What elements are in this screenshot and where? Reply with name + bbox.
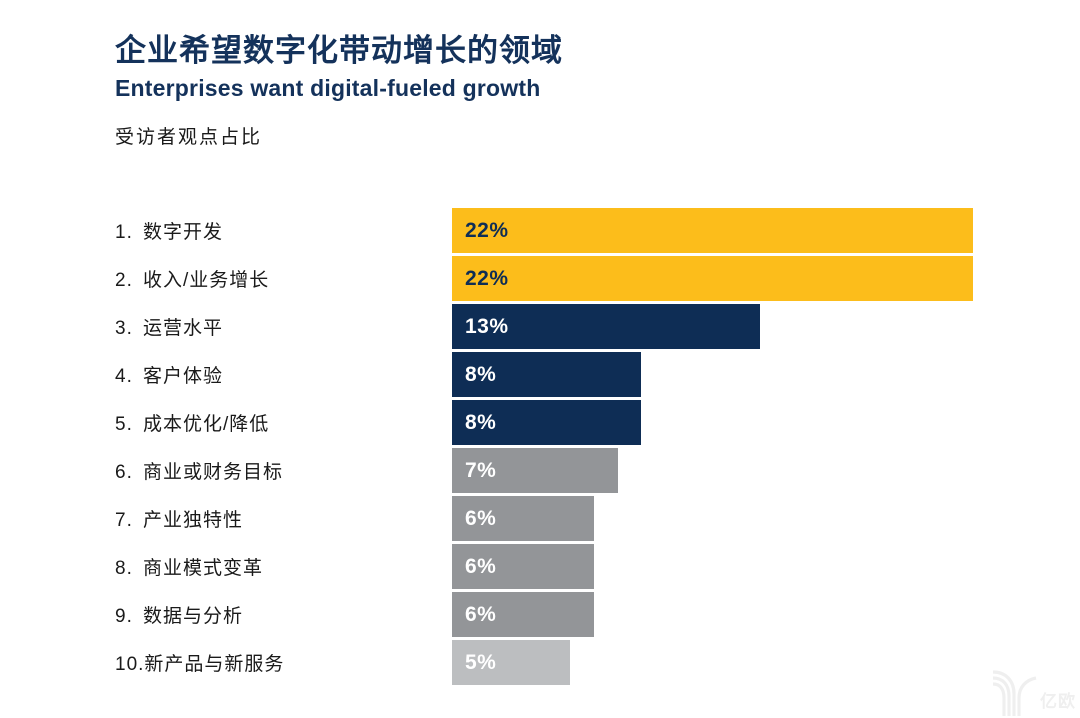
bar-track: 7% [452,448,975,493]
bar-value-label: 6% [465,506,497,530]
category-text: 商业模式变革 [143,558,264,579]
rank-number: 10. [115,654,145,675]
bar-value-label: 5% [465,650,497,674]
category-label: 5. 成本优化/降低 [115,409,452,436]
bar-track: 8% [452,400,975,445]
bar-track: 6% [452,544,975,589]
category-label: 8. 商业模式变革 [115,553,452,580]
chart-row: 4. 客户体验 8% [115,352,975,397]
chart-row: 7. 产业独特性 6% [115,496,975,541]
bar-value-label: 8% [465,362,497,386]
chart-row: 3. 运营水平 13% [115,304,975,349]
bar: 8% [452,352,641,397]
yiou-logo-icon [992,670,1037,716]
bar-track: 22% [452,208,975,253]
bar: 5% [452,640,570,685]
category-label: 1. 数字开发 [115,217,452,244]
bar-track: 13% [452,304,975,349]
rank-number: 4. [115,366,133,387]
category-label: 4. 客户体验 [115,361,452,388]
category-text: 新产品与新服务 [144,654,285,675]
chart-header: 企业希望数字化带动增长的领域 Enterprises want digital-… [115,32,563,150]
bar-value-label: 8% [465,410,497,434]
bar: 6% [452,592,594,637]
bar-track: 22% [452,256,975,301]
bar-value-label: 13% [465,314,509,338]
bar-value-label: 22% [465,266,509,290]
chart-row: 6. 商业或财务目标 7% [115,448,975,493]
rank-number: 6. [115,462,133,483]
chart-row: 10.新产品与新服务 5% [115,640,975,685]
rank-number: 7. [115,510,133,531]
bar-track: 5% [452,640,975,685]
rank-number: 3. [115,318,133,339]
bar: 22% [452,256,973,301]
watermark-text: 亿欧 [1040,692,1076,711]
bar-chart: 1. 数字开发 22% 2. 收入/业务增长 22% 3. 运营水平 [115,208,975,688]
category-label: 2. 收入/业务增长 [115,265,452,292]
chart-row: 9. 数据与分析 6% [115,592,975,637]
category-label: 6. 商业或财务目标 [115,457,452,484]
category-label: 10.新产品与新服务 [115,649,452,676]
bar: 8% [452,400,641,445]
bar-value-label: 6% [465,554,497,578]
page-subtitle: Enterprises want digital-fueled growth [115,75,541,101]
rank-number: 8. [115,558,133,579]
bar-track: 6% [452,592,975,637]
bar-value-label: 6% [465,602,497,626]
bar-track: 6% [452,496,975,541]
watermark: 亿欧 [992,658,1076,716]
chart-row: 2. 收入/业务增长 22% [115,256,975,301]
category-text: 数字开发 [143,222,224,243]
category-text: 产业独特性 [143,510,244,531]
rank-number: 1. [115,222,133,243]
chart-row: 1. 数字开发 22% [115,208,975,253]
bar: 7% [452,448,618,493]
bar-track: 8% [452,352,975,397]
page-title: 企业希望数字化带动增长的领域 [115,33,563,68]
rank-number: 2. [115,270,133,291]
category-text: 数据与分析 [143,606,244,627]
category-text: 收入/业务增长 [143,270,270,291]
category-label: 9. 数据与分析 [115,601,452,628]
bar: 13% [452,304,760,349]
bar: 6% [452,544,594,589]
chart-row: 5. 成本优化/降低 8% [115,400,975,445]
category-text: 成本优化/降低 [143,414,270,435]
rank-number: 9. [115,606,133,627]
bar-value-label: 7% [465,458,497,482]
category-text: 运营水平 [143,318,224,339]
category-label: 3. 运营水平 [115,313,452,340]
bar: 6% [452,496,594,541]
rank-number: 5. [115,414,133,435]
category-label: 7. 产业独特性 [115,505,452,532]
category-text: 客户体验 [143,366,224,387]
bar-value-label: 22% [465,218,509,242]
chart-caption: 受访者观点占比 [115,127,263,148]
category-text: 商业或财务目标 [143,462,284,483]
bar: 22% [452,208,973,253]
chart-row: 8. 商业模式变革 6% [115,544,975,589]
